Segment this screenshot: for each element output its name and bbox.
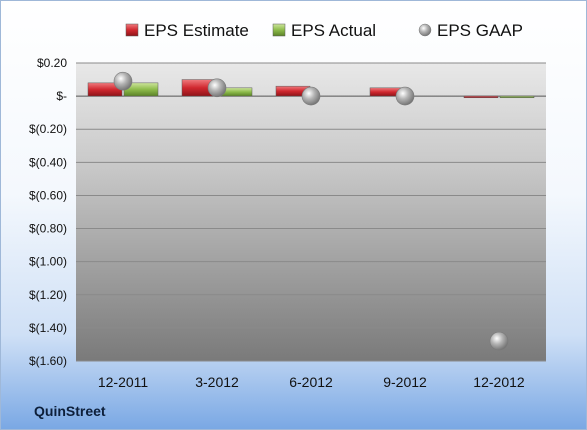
eps-actual-bar [499, 95, 535, 99]
y-tick-label: $- [56, 89, 67, 103]
y-axis-labels: $0.20 $- $(0.20) $(0.40) $(0.60) $(0.80) $(1.0… [29, 56, 67, 368]
x-tick-label: 3-2012 [195, 374, 239, 390]
y-tick-label: $(0.40) [29, 155, 67, 169]
legend-label: EPS Actual [291, 21, 376, 40]
y-tick-label: $(1.40) [29, 321, 67, 335]
gaap-markers [113, 71, 509, 351]
y-tick-label: $(0.20) [29, 122, 67, 136]
eps-gaap-marker [395, 86, 415, 106]
y-tick-label: $(1.60) [29, 354, 67, 368]
x-tick-label: 9-2012 [383, 374, 427, 390]
y-tick-label: $0.20 [37, 56, 67, 70]
eps-gaap-marker [113, 71, 133, 91]
legend-label: EPS GAAP [437, 21, 523, 40]
y-tick-label: $(0.60) [29, 188, 67, 202]
x-axis-labels: 12-2011 3-2012 6-2012 9-2012 12-2012 [98, 374, 525, 390]
eps-gaap-marker [207, 78, 227, 98]
eps-gaap-marker [489, 331, 509, 351]
legend: EPS Estimate EPS Actual EPS GAAP [125, 21, 523, 40]
x-tick-label: 6-2012 [289, 374, 333, 390]
y-tick-label: $(0.80) [29, 222, 67, 236]
eps-gaap-marker [301, 86, 321, 106]
eps-estimate-bar [463, 95, 499, 99]
legend-estimate-swatch [125, 23, 139, 37]
legend-label: EPS Estimate [144, 21, 249, 40]
x-tick-label: 12-2012 [473, 374, 525, 390]
legend-gaap-marker-swatch [418, 23, 432, 37]
y-tick-label: $(1.20) [29, 288, 67, 302]
y-tick-label: $(1.00) [29, 255, 67, 269]
legend-actual-swatch [272, 23, 286, 37]
brand-label: QuinStreet [34, 403, 106, 419]
plot-area [76, 63, 546, 361]
x-tick-label: 12-2011 [98, 374, 149, 390]
